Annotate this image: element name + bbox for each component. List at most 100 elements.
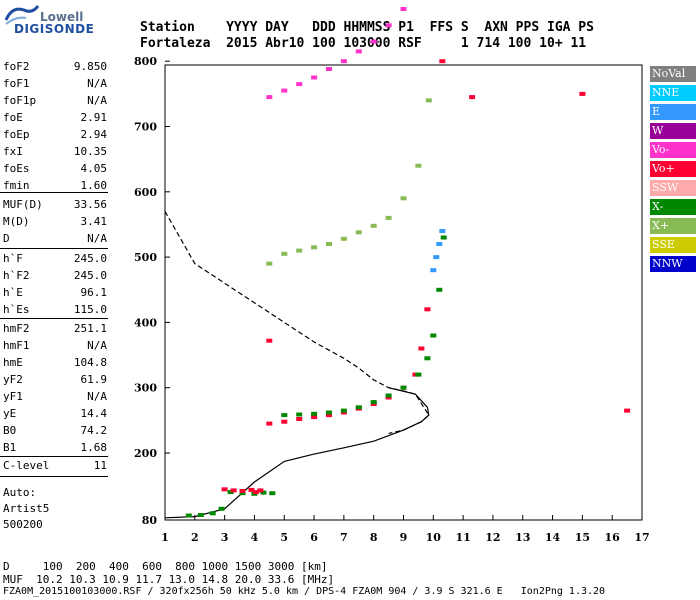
param-value: 251.1 xyxy=(73,322,107,335)
echo-point xyxy=(355,230,362,235)
param-name: yE xyxy=(3,407,17,420)
y-tick-label: 300 xyxy=(134,382,157,395)
x-tick-label: 4 xyxy=(251,531,259,544)
echo-point xyxy=(425,98,432,103)
param-name: foF2 xyxy=(3,60,30,73)
echo-point xyxy=(311,415,318,420)
x-tick-label: 13 xyxy=(515,531,530,544)
echo-point xyxy=(418,346,425,351)
echo-point xyxy=(296,248,303,253)
x-tick-label: 10 xyxy=(426,531,442,544)
echo-point xyxy=(266,261,273,266)
x-tick-label: 15 xyxy=(575,531,590,544)
echo-point xyxy=(185,513,192,518)
x-tick-label: 5 xyxy=(280,531,288,544)
legend-item-x-: X+ xyxy=(650,218,696,234)
param-row-hmf2: hmF2 251.1 xyxy=(3,322,107,339)
x-tick-label: 3 xyxy=(221,531,229,544)
param-row-h-es: h`Es 115.0 xyxy=(3,303,107,320)
param-value: 115.0 xyxy=(73,303,107,316)
param-name: B1 xyxy=(3,441,17,454)
x-tick-label: 11 xyxy=(455,531,470,544)
separator xyxy=(0,476,108,477)
param-value: 96.1 xyxy=(80,286,108,299)
echo-point xyxy=(424,356,431,361)
param-value: 74.2 xyxy=(80,424,108,437)
param-name: foE xyxy=(3,111,23,124)
footer-muf-row: MUF 10.2 10.3 10.9 11.7 13.0 14.8 20.0 3… xyxy=(3,573,335,586)
y-tick-label: 200 xyxy=(134,447,157,460)
echo-point xyxy=(221,487,228,492)
echo-point xyxy=(326,413,332,418)
scaled-parameters-panel: foF2 9.850 foF1 N/A foF1p N/A foE 2.91 foEp 2.94 f… xyxy=(0,58,110,538)
param-row-h-e: h`E 96.1 xyxy=(3,286,107,303)
auto-software: Artist5 xyxy=(3,502,50,515)
echo-point xyxy=(326,242,332,246)
param-row-c-level: C-level 11 xyxy=(3,459,107,476)
echo-point xyxy=(370,400,377,405)
x-tick-label: 17 xyxy=(634,531,649,544)
param-value: 4.05 xyxy=(80,162,108,175)
param-value: 11 xyxy=(93,459,107,472)
param-name: C-level xyxy=(3,459,50,472)
param-value: N/A xyxy=(87,339,107,352)
digisonde-swoosh-icon xyxy=(4,5,40,25)
echo-point xyxy=(424,307,431,312)
echo-point xyxy=(370,39,377,44)
echo-point xyxy=(469,95,476,100)
echo-point xyxy=(355,49,362,54)
echo-point xyxy=(440,235,447,240)
auto-label: Auto: xyxy=(3,486,37,499)
echo-point xyxy=(248,487,255,492)
param-name: fmin xyxy=(3,179,30,192)
param-name: yF2 xyxy=(3,373,23,386)
legend-item-e: E xyxy=(650,104,696,120)
legend-item-w: W xyxy=(650,123,696,139)
param-value: 245.0 xyxy=(73,269,107,282)
x-tick-label: 7 xyxy=(340,531,348,544)
param-value: 2.91 xyxy=(80,111,108,124)
param-row-fof1: foF1 N/A xyxy=(3,77,107,94)
param-name: hmF2 xyxy=(3,322,30,335)
legend-item-nnw: NNW xyxy=(650,256,696,272)
x-tick-label: 1 xyxy=(161,531,169,544)
echo-point xyxy=(311,75,318,80)
legend-item-ssw: SSW xyxy=(650,180,696,196)
param-name: hmE xyxy=(3,356,23,369)
x-tick-label: 12 xyxy=(485,531,500,544)
separator xyxy=(0,456,108,457)
echo-point xyxy=(239,489,246,493)
param-row-yf1: yF1 N/A xyxy=(3,390,107,407)
echo-point xyxy=(415,372,422,377)
echo-point xyxy=(326,67,332,71)
echo-point xyxy=(340,59,347,64)
echo-point xyxy=(400,196,407,201)
param-value: 104.8 xyxy=(73,356,107,369)
param-value: N/A xyxy=(87,390,107,403)
param-value: 1.68 xyxy=(80,441,108,454)
echo-point xyxy=(269,491,276,496)
echo-point xyxy=(340,236,347,241)
param-row-m-d-: M(D) 3.41 xyxy=(3,215,107,232)
param-name: M(D) xyxy=(3,215,30,228)
param-row-b1: B1 1.68 xyxy=(3,441,107,458)
separator xyxy=(0,192,108,193)
param-name: foEp xyxy=(3,128,30,141)
param-value: N/A xyxy=(87,94,107,107)
param-row-hmf1: hmF1 N/A xyxy=(3,339,107,356)
echo-point xyxy=(370,223,377,228)
profile-dashed-line xyxy=(164,211,430,434)
param-row-muf-d-: MUF(D) 33.56 xyxy=(3,198,107,215)
legend-item-sse: SSE xyxy=(650,237,696,253)
echo-point xyxy=(197,513,204,517)
footer-distance-row: D 100 200 400 600 800 1000 1500 3000 [km… xyxy=(3,560,328,573)
echo-point xyxy=(296,412,303,417)
legend-item-vo-: Vo+ xyxy=(650,161,696,177)
param-value: 14.4 xyxy=(80,407,108,420)
param-value: 10.35 xyxy=(73,145,107,158)
echo-point xyxy=(296,417,303,421)
param-value: 9.850 xyxy=(73,60,107,73)
param-name: foEs xyxy=(3,162,30,175)
logo-product: DIGISONDE xyxy=(14,22,95,36)
echo-point xyxy=(385,215,392,220)
